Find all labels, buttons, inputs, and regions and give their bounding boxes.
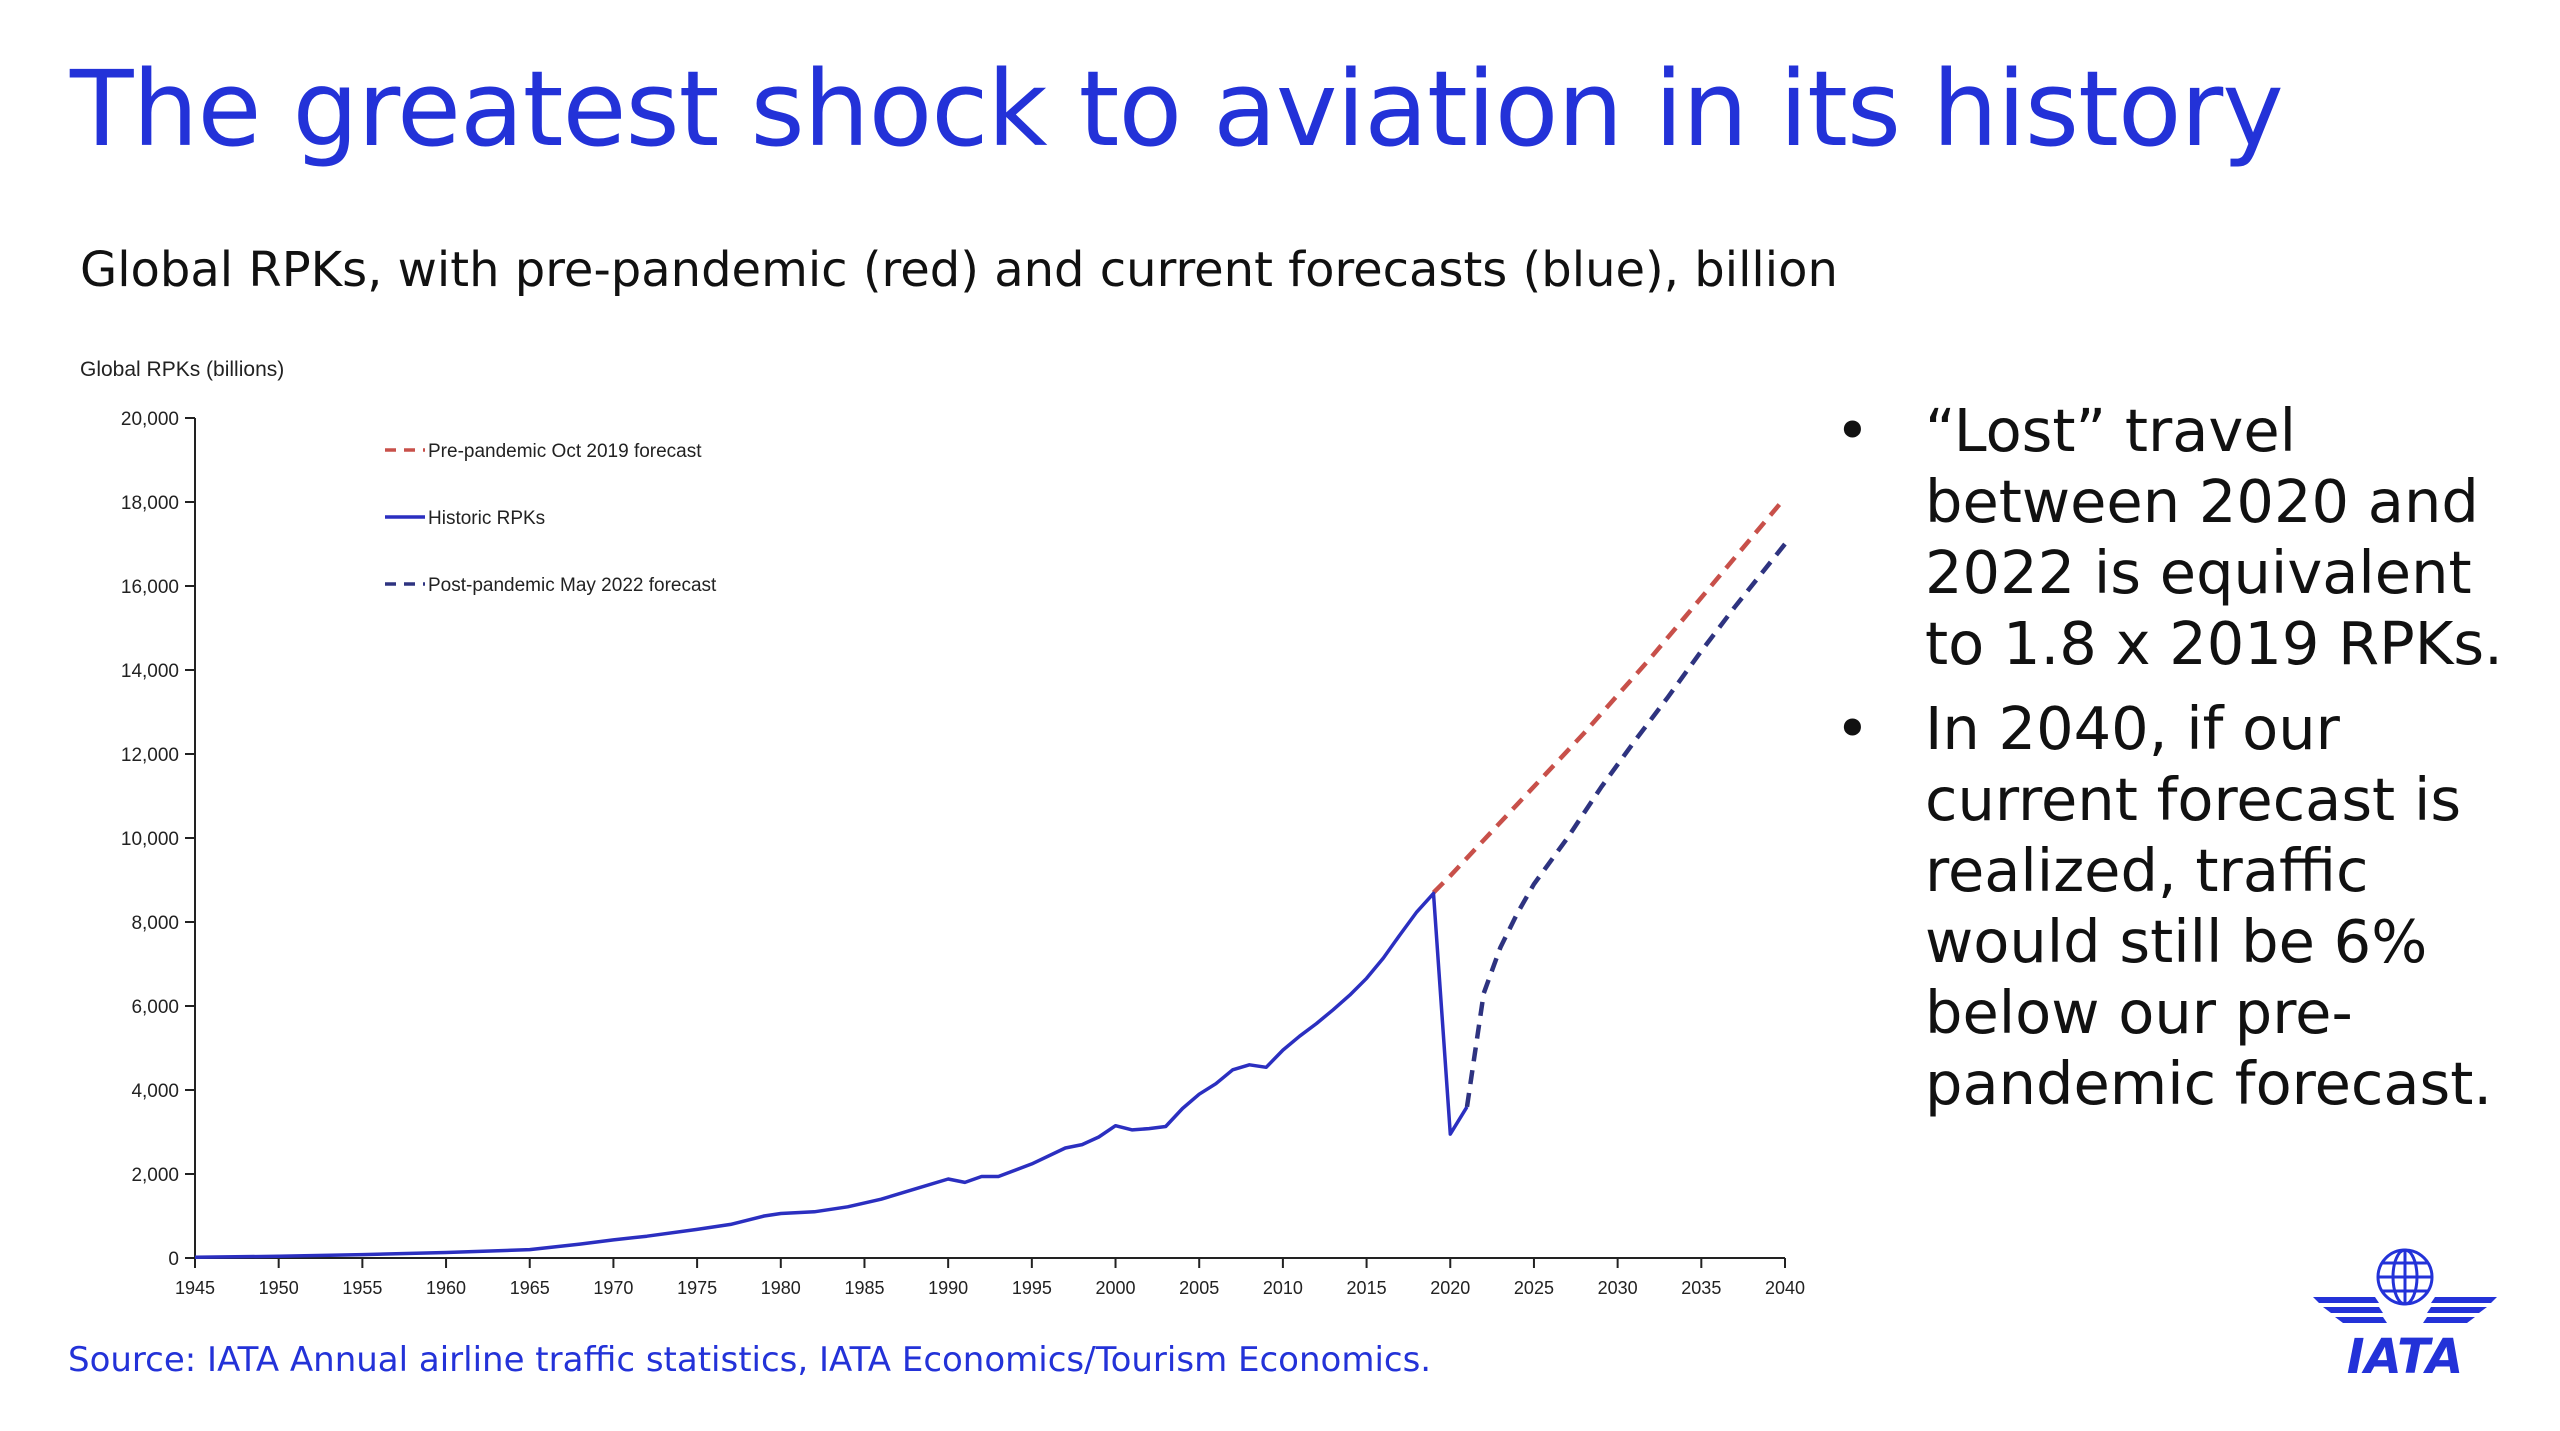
- series-line-2: [1464, 542, 1787, 1108]
- x-tick-label: 2030: [1598, 1278, 1638, 1298]
- bullet-text: “Lost” travel between 2020 and 2022 is e…: [1925, 396, 2503, 678]
- slide-subtitle: Global RPKs, with pre-pandemic (red) and…: [80, 242, 1838, 298]
- y-tick-label: 8,000: [131, 913, 179, 934]
- x-tick-label: 1945: [175, 1278, 215, 1298]
- bullet-text: In 2040, if our current forecast is real…: [1925, 694, 2493, 1118]
- x-tick-label: 2005: [1179, 1278, 1219, 1298]
- slide-title: The greatest shock to aviation in its hi…: [70, 48, 2284, 170]
- x-tick-label: 1975: [677, 1278, 717, 1298]
- y-tick-label: 18,000: [121, 493, 179, 514]
- bullet-point: • In 2040, if our current forecast is re…: [1835, 693, 2535, 1119]
- y-tick-label: 4,000: [131, 1081, 179, 1102]
- legend-label: Pre-pandemic Oct 2019 forecast: [428, 441, 702, 462]
- x-tick-label: 1985: [844, 1278, 884, 1298]
- iata-logo: IATA: [2313, 1248, 2497, 1385]
- legend-label: Post-pandemic May 2022 forecast: [428, 575, 717, 596]
- x-tick-label: 1970: [593, 1278, 633, 1298]
- wings-icon: [2313, 1297, 2497, 1323]
- y-tick-label: 14,000: [121, 661, 179, 682]
- x-tick-label: 2020: [1430, 1278, 1470, 1298]
- y-tick-label: 12,000: [121, 745, 179, 766]
- key-points-list: • “Lost” travel between 2020 and 2022 is…: [1835, 395, 2535, 1133]
- y-tick-label: 16,000: [121, 577, 179, 598]
- bullet-marker: •: [1835, 694, 1870, 763]
- chart-axes: 0 2,000 4,000 6,000 8,000 10,000 12,000 14,000 1…: [121, 409, 1805, 1298]
- chart-legend: Pre-pandemic Oct 2019 forecast Historic R…: [385, 441, 717, 596]
- x-tick-label: 2040: [1765, 1278, 1805, 1298]
- x-tick-label: 2015: [1347, 1278, 1387, 1298]
- bullet-marker: •: [1835, 396, 1870, 465]
- globe-icon: [2376, 1248, 2434, 1306]
- y-tick-label: 10,000: [121, 829, 179, 850]
- x-tick-label: 2010: [1263, 1278, 1303, 1298]
- x-tick-label: 1950: [259, 1278, 299, 1298]
- series-line-1: [194, 891, 1469, 1259]
- rpk-line-chart: 0 2,000 4,000 6,000 8,000 10,000 12,000 14,000 1…: [80, 358, 1805, 1298]
- legend-label: Historic RPKs: [428, 508, 545, 529]
- y-tick-label: 2,000: [131, 1165, 179, 1186]
- bullet-point: • “Lost” travel between 2020 and 2022 is…: [1835, 395, 2535, 679]
- y-tick-label: 6,000: [131, 997, 179, 1018]
- x-tick-label: 2025: [1514, 1278, 1554, 1298]
- x-tick-label: 1955: [342, 1278, 382, 1298]
- x-tick-label: 1995: [1012, 1278, 1052, 1298]
- x-tick-label: 2035: [1681, 1278, 1721, 1298]
- y-tick-label: 0: [168, 1249, 179, 1270]
- series-line-0: [1431, 496, 1787, 895]
- logo-text: IATA: [2347, 1329, 2464, 1385]
- y-tick-label: 20,000: [121, 409, 179, 430]
- x-tick-label: 1980: [761, 1278, 801, 1298]
- source-note: Source: IATA Annual airline traffic stat…: [68, 1340, 1432, 1380]
- chart-series: [194, 496, 1787, 1259]
- y-axis-label: Global RPKs (billions): [80, 358, 284, 381]
- x-tick-label: 1965: [510, 1278, 550, 1298]
- x-tick-label: 1960: [426, 1278, 466, 1298]
- x-tick-label: 2000: [1096, 1278, 1136, 1298]
- x-tick-label: 1990: [928, 1278, 968, 1298]
